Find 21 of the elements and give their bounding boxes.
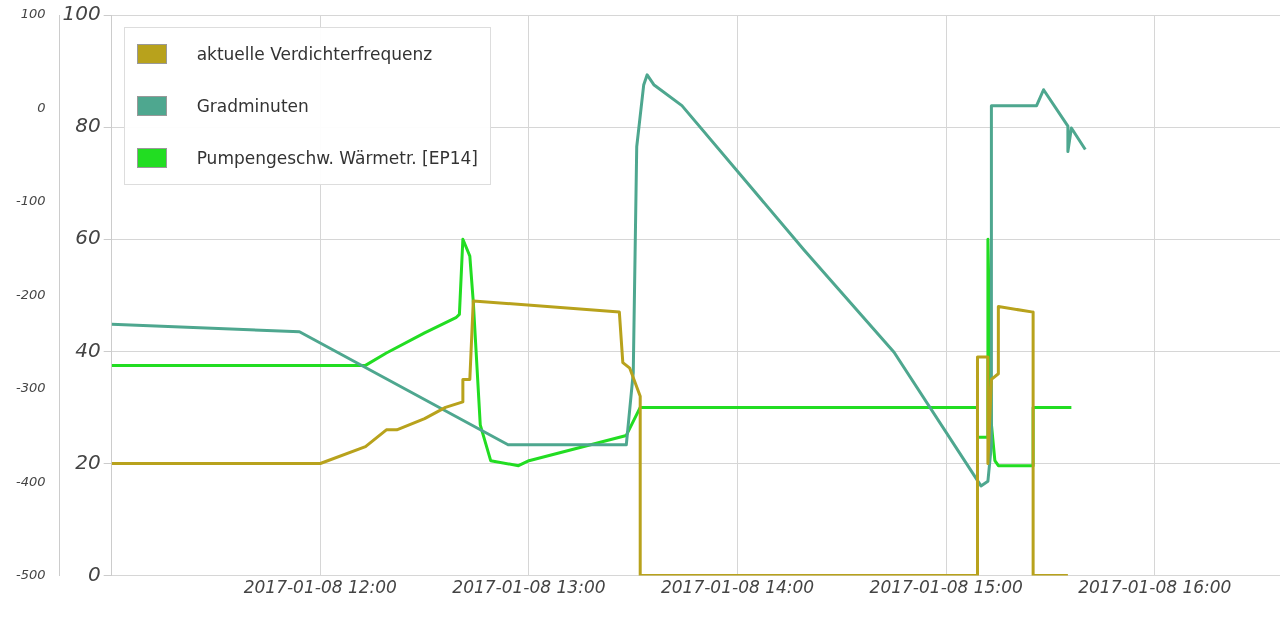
y-tick-label: 20 xyxy=(75,449,101,474)
y-tick-label: 60 xyxy=(75,225,101,250)
y-tick-label: 80 xyxy=(75,113,101,138)
legend-label: Gradminuten xyxy=(195,95,310,118)
y2-tick-label: -500 xyxy=(15,566,46,582)
y2-tick-label: -300 xyxy=(15,380,46,396)
x-tick-label: 2017-01-08 13:00 xyxy=(452,577,606,598)
y2-tick-label: -100 xyxy=(15,193,46,209)
x-tick-label: 2017-01-08 15:00 xyxy=(869,577,1023,598)
y2-tick-label: 100 xyxy=(20,6,46,22)
legend-label: aktuelle Verdichterfrequenz xyxy=(195,43,434,66)
y-tick-label: 40 xyxy=(75,337,101,362)
y2-tick-label: -200 xyxy=(15,286,46,302)
y2-tick-label: 0 xyxy=(37,99,46,115)
x-tick-label: 2017-01-08 12:00 xyxy=(243,577,397,598)
y-tick-label: 0 xyxy=(87,561,101,586)
x-tick-label: 2017-01-08 16:00 xyxy=(1078,577,1232,598)
y2-tick-label: -400 xyxy=(15,473,46,489)
x-tick-label: 2017-01-08 14:00 xyxy=(660,577,815,598)
y-tick-label: 100 xyxy=(62,1,101,26)
legend-label: Pumpengeschw. Wärmetr. [EP14] xyxy=(195,147,479,170)
